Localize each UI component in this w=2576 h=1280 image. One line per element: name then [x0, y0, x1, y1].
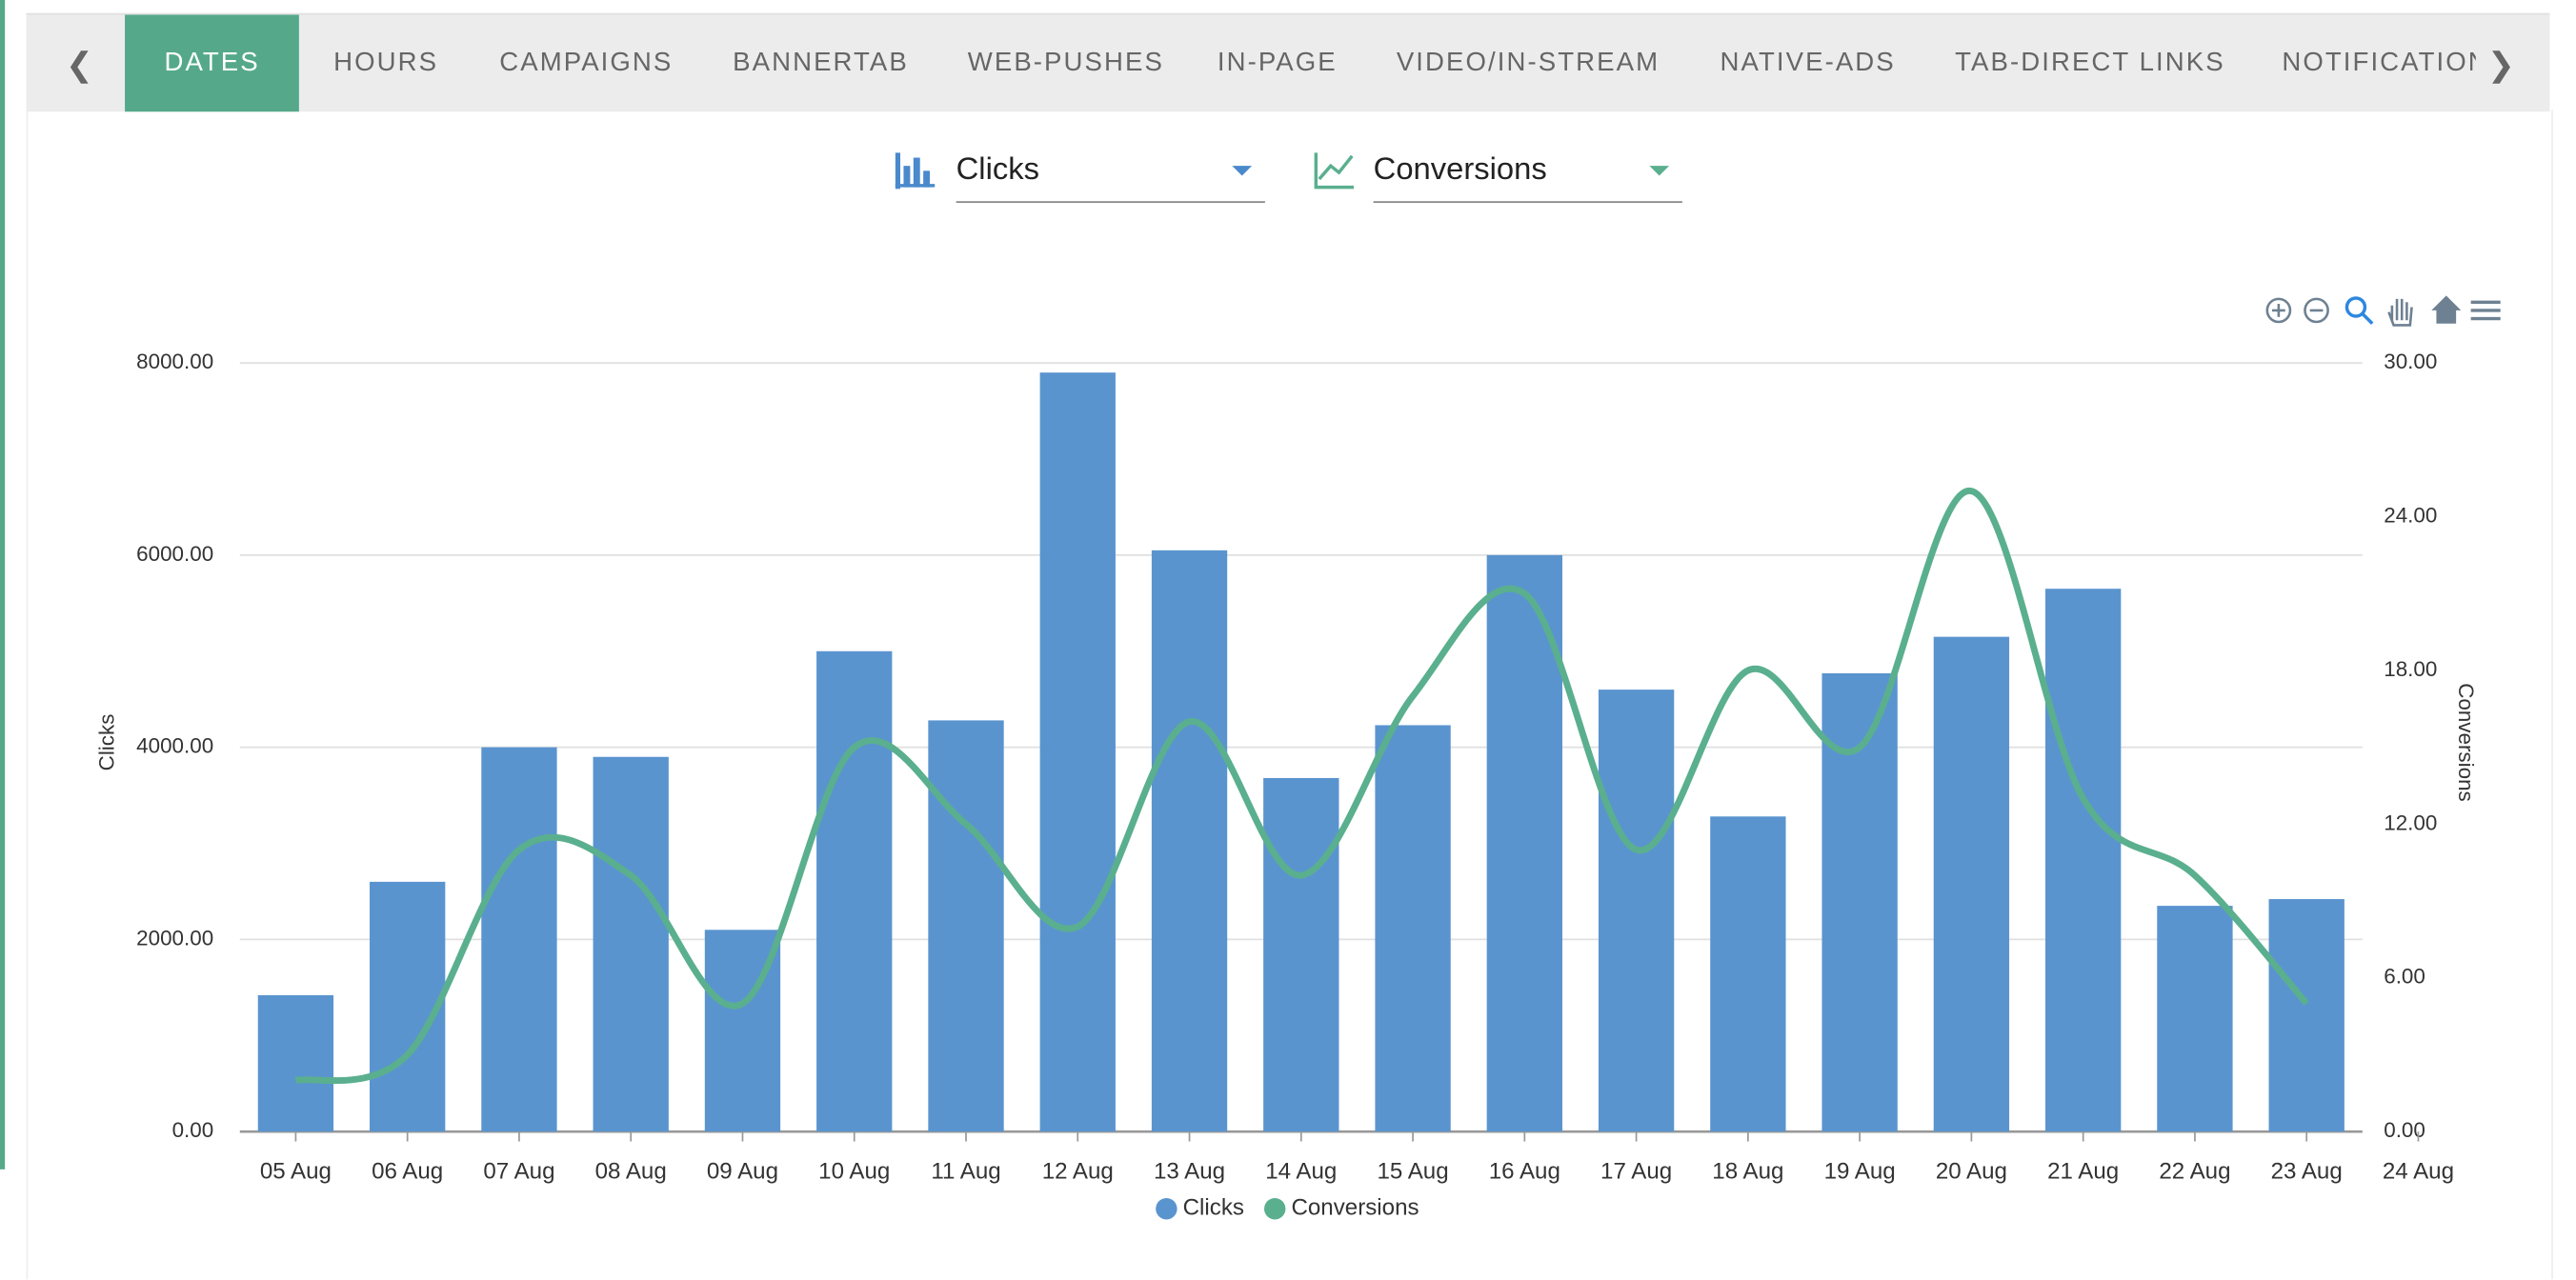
x-tick-label: 06 Aug [372, 1159, 443, 1185]
x-tick-label: 09 Aug [707, 1159, 778, 1185]
bar [370, 881, 446, 1132]
x-tick-label: 10 Aug [818, 1159, 890, 1185]
x-tick-label: 18 Aug [1712, 1159, 1783, 1185]
y2-tick-label: 30.00 [2384, 350, 2437, 373]
bar [1263, 777, 1339, 1132]
tab-next[interactable]: ❯ [2486, 48, 2515, 84]
x-tick-label: 17 Aug [1600, 1159, 1672, 1185]
x-tick-label: 13 Aug [1154, 1159, 1225, 1185]
tab[interactable]: VIDEO/IN-STREAM [1396, 49, 1660, 78]
x-tick-label: 20 Aug [1936, 1159, 2007, 1185]
zoom-in[interactable] [2265, 297, 2292, 324]
reset[interactable] [2431, 295, 2462, 324]
selector-caret[interactable] [1232, 166, 1253, 176]
tab[interactable]: TAB-DIRECT LINKS [1955, 49, 2225, 78]
legend-label: Conversions [1291, 1195, 1419, 1221]
x-tick-label: 23 Aug [2271, 1159, 2343, 1185]
tab-bar: ❮ ❯ DATES HOURS CAMPAIGNS BANNERTAB WEB-PUSH… [26, 12, 2550, 112]
bar [928, 720, 1004, 1132]
y-tick-label: 4000.00 [136, 734, 213, 758]
chart-toolbar [2265, 295, 2501, 327]
selector-caret[interactable] [1649, 166, 1670, 176]
card [26, 110, 2553, 1280]
x-tick-label: 19 Aug [1824, 1159, 1896, 1185]
selector-bar[interactable]: Clicks [956, 150, 1039, 186]
bar [2045, 589, 2122, 1132]
bar [1486, 554, 1562, 1132]
x-tick-label: 11 Aug [931, 1159, 1000, 1185]
bar [1375, 725, 1451, 1132]
side-stripe [0, 0, 6, 1170]
tab[interactable]: NOTIFICATIONS [2282, 49, 2475, 78]
y2-tick-label: 18.00 [2384, 657, 2437, 681]
bar [1039, 372, 1116, 1132]
x-tick-label: 22 Aug [2159, 1159, 2230, 1185]
bar [257, 994, 334, 1132]
legend-marker [1156, 1198, 1177, 1220]
bar-icon [895, 152, 936, 190]
y-tick-label: 0.00 [172, 1118, 214, 1142]
y2-tick-label: 6.00 [2384, 965, 2425, 989]
zoom-select[interactable] [2345, 296, 2374, 325]
legend-label: Clicks [1183, 1195, 1244, 1221]
line-icon [1314, 152, 1354, 190]
tab[interactable]: HOURS [333, 49, 439, 78]
y2-tick-label: 24.00 [2384, 503, 2437, 527]
x-tick-label: 21 Aug [2047, 1159, 2119, 1185]
tab-prev[interactable]: ❮ [65, 48, 93, 84]
bar [1933, 636, 2010, 1132]
bar [1151, 550, 1228, 1132]
bar [593, 756, 669, 1132]
x-tick-label: 15 Aug [1377, 1159, 1448, 1185]
y-tick-label: 2000.00 [136, 926, 213, 950]
tab[interactable]: DATES [125, 14, 300, 112]
bar [1710, 816, 1786, 1132]
tab[interactable]: CAMPAIGNS [499, 49, 674, 78]
menu[interactable] [2470, 300, 2501, 321]
tab-clip: NOTIFICATIONS [2282, 15, 2475, 112]
pan[interactable] [2387, 298, 2413, 327]
y-tick-label: 8000.00 [136, 350, 213, 373]
bar [1598, 690, 1675, 1132]
y2-axis-title: Conversions [2454, 683, 2478, 802]
legend-marker [1264, 1198, 1286, 1220]
x-tick-label: 16 Aug [1489, 1159, 1560, 1185]
x-tick-label: 14 Aug [1265, 1159, 1337, 1185]
bar [2157, 906, 2233, 1132]
bar [816, 650, 893, 1132]
y-tick-label: 6000.00 [136, 542, 213, 566]
zoom-out[interactable] [2304, 297, 2329, 324]
x-tick-label: 05 Aug [260, 1159, 332, 1185]
x-tick-label: 08 Aug [595, 1159, 667, 1185]
x-tick-label: 12 Aug [1042, 1159, 1114, 1185]
y-axis-title: Clicks [95, 714, 119, 771]
bar [2268, 899, 2345, 1132]
x-tick-label: 24 Aug [2383, 1159, 2454, 1185]
bar [481, 747, 557, 1132]
selector-line[interactable]: Conversions [1374, 150, 1547, 186]
tab[interactable]: BANNERTAB [733, 49, 909, 78]
y2-tick-label: 12.00 [2384, 810, 2437, 834]
tab[interactable]: WEB-PUSHES [967, 49, 1164, 78]
x-tick-label: 07 Aug [483, 1159, 554, 1185]
bar [1821, 672, 1898, 1132]
line-series [294, 488, 2309, 1085]
tab[interactable]: IN-PAGE [1217, 49, 1338, 78]
tab[interactable]: NATIVE-ADS [1720, 49, 1896, 78]
